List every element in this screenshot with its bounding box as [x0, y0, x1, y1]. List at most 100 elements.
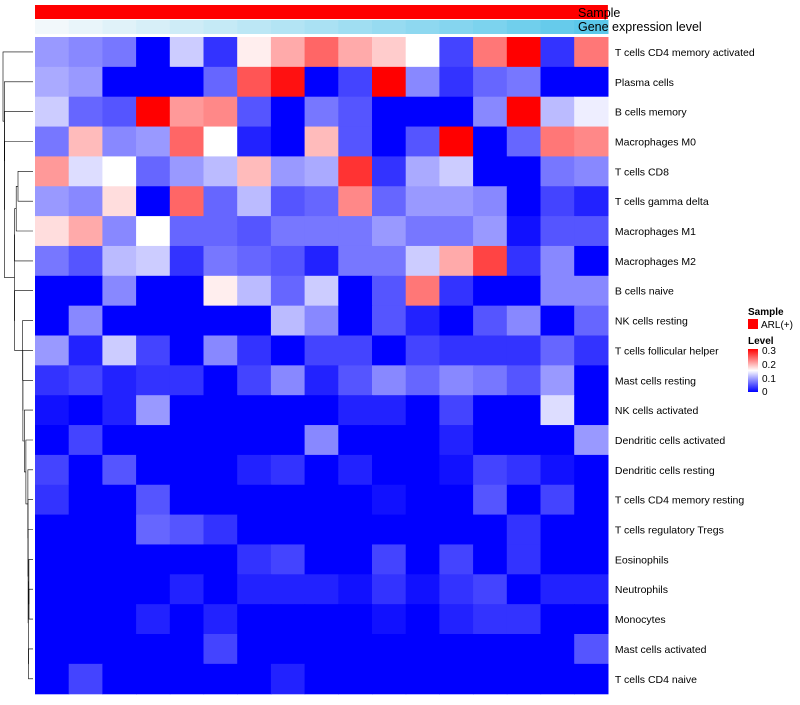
- heatmap-cell: [338, 365, 372, 395]
- heatmap-cell: [271, 276, 305, 306]
- heatmap-cell: [541, 544, 575, 574]
- heatmap-cell: [271, 664, 305, 694]
- dendrogram-branch: [5, 142, 33, 278]
- heatmap-cell: [204, 37, 238, 67]
- heatmap-cell: [574, 604, 608, 634]
- heatmap-cell: [136, 365, 170, 395]
- heatmap-cell: [237, 246, 271, 276]
- heatmap-cell: [541, 425, 575, 455]
- heatmap-cell: [69, 336, 103, 366]
- heatmap-cell: [204, 664, 238, 694]
- heatmap-cell: [473, 246, 507, 276]
- heatmap-cell: [541, 574, 575, 604]
- heatmap-cell: [372, 37, 406, 67]
- heatmap-cell: [170, 216, 204, 246]
- heatmap-cell: [102, 604, 136, 634]
- row-label: B cells memory: [615, 107, 688, 119]
- row-label: Eosinophils: [615, 554, 669, 566]
- heatmap-cell: [102, 216, 136, 246]
- heatmap-cell: [338, 634, 372, 664]
- heatmap-cell: [473, 515, 507, 545]
- heatmap-cell: [507, 246, 541, 276]
- heatmap-cell: [305, 574, 339, 604]
- heatmap-cell: [69, 425, 103, 455]
- heatmap-cell: [338, 664, 372, 694]
- heatmap-cell: [204, 97, 238, 127]
- dendrogram-branch: [29, 589, 33, 619]
- heatmap-cell: [507, 276, 541, 306]
- heatmap-cell: [507, 336, 541, 366]
- heatmap-cell: [35, 156, 69, 186]
- heatmap-cell: [271, 127, 305, 157]
- heatmap-cell: [102, 574, 136, 604]
- level-color-bar: [748, 349, 758, 392]
- heatmap-cell: [439, 574, 473, 604]
- heatmap-cell: [507, 216, 541, 246]
- heatmap-cell: [338, 156, 372, 186]
- heatmap-cell: [35, 246, 69, 276]
- heatmap-cell: [406, 37, 440, 67]
- heatmap-cell: [136, 276, 170, 306]
- heatmap-cell: [271, 515, 305, 545]
- heatmap-cell: [136, 544, 170, 574]
- heatmap-cell: [473, 395, 507, 425]
- heatmap-cell: [35, 216, 69, 246]
- heatmap-cell: [473, 216, 507, 246]
- heatmap-cell: [372, 425, 406, 455]
- row-label: Macrophages M2: [615, 256, 696, 268]
- heatmap-cell: [473, 67, 507, 97]
- heatmap-cell: [372, 306, 406, 336]
- row-label: Dendritic cells activated: [615, 435, 725, 447]
- heatmap-cell: [237, 395, 271, 425]
- heatmap-cell: [271, 216, 305, 246]
- gene-expression-cell: [136, 20, 170, 34]
- dendrogram-branch: [29, 559, 33, 604]
- heatmap-cell: [69, 664, 103, 694]
- heatmap-cell: [102, 127, 136, 157]
- heatmap-cell: [372, 276, 406, 306]
- heatmap-cell: [372, 395, 406, 425]
- heatmap-cell: [541, 306, 575, 336]
- heatmap-cell: [305, 604, 339, 634]
- heatmap-cell: [170, 156, 204, 186]
- heatmap-cell: [574, 67, 608, 97]
- level-tick-0.3: 0.3: [762, 346, 776, 357]
- row-label: T cells CD4 memory resting: [615, 495, 744, 507]
- heatmap-cell: [574, 306, 608, 336]
- heatmap-cell: [473, 276, 507, 306]
- heatmap-cell: [136, 306, 170, 336]
- heatmap-cell: [35, 365, 69, 395]
- row-label: Macrophages M1: [615, 226, 696, 238]
- heatmap-cell: [69, 634, 103, 664]
- heatmap-cell: [136, 67, 170, 97]
- row-label: Plasma cells: [615, 77, 674, 89]
- heatmap-cell: [271, 37, 305, 67]
- dendrogram-branch: [16, 186, 33, 231]
- heatmap-cell: [473, 365, 507, 395]
- heatmap-cell: [35, 276, 69, 306]
- dendrogram-branch: [28, 470, 33, 538]
- heatmap-cell: [170, 604, 204, 634]
- heatmap-cell: [338, 37, 372, 67]
- level-tick-0.2: 0.2: [762, 360, 776, 371]
- heatmap-cell: [406, 306, 440, 336]
- heatmap-cell: [69, 306, 103, 336]
- heatmap-cell: [372, 455, 406, 485]
- heatmap-cell: [271, 425, 305, 455]
- heatmap-cell: [204, 67, 238, 97]
- heatmap-cell: [439, 336, 473, 366]
- heatmap-cell: [338, 67, 372, 97]
- gene-expression-cell: [439, 20, 473, 34]
- heatmap-cell: [69, 574, 103, 604]
- heatmap-cell: [305, 306, 339, 336]
- heatmap-cell: [439, 634, 473, 664]
- heatmap-cell: [204, 515, 238, 545]
- heatmap-cell: [338, 515, 372, 545]
- heatmap-cell: [372, 186, 406, 216]
- heatmap-cell: [237, 37, 271, 67]
- heatmap-cell: [204, 365, 238, 395]
- heatmap-cell: [541, 395, 575, 425]
- heatmap-cell: [237, 186, 271, 216]
- sample-annotation-label: Sample: [578, 6, 620, 20]
- heatmap-cell: [473, 336, 507, 366]
